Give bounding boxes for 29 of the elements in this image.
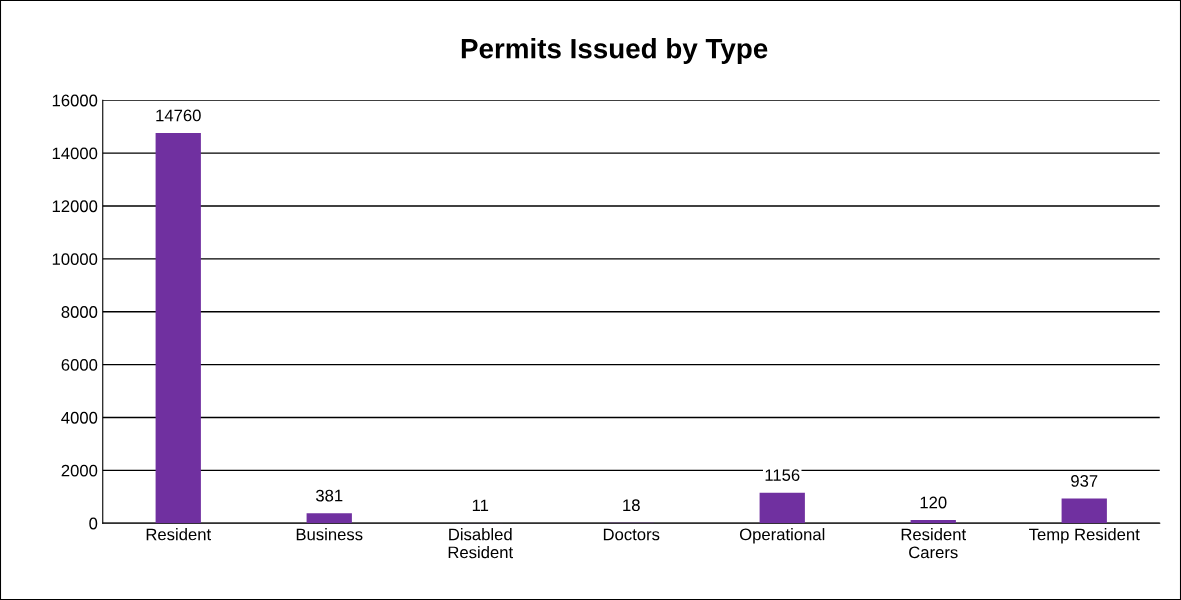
data-label: 14760: [156, 109, 201, 122]
x-tick-label: Disabled Resident: [448, 528, 514, 559]
x-tick-label: Temp Resident: [1029, 528, 1140, 544]
y-tick-label: 10000: [52, 253, 98, 266]
bar: [910, 520, 956, 524]
y-tick-label: 14000: [52, 147, 98, 160]
bar: [155, 132, 201, 524]
y-tick-label: 12000: [52, 200, 98, 213]
y-tick-label: 4000: [61, 411, 98, 424]
data-label: 11: [472, 499, 489, 512]
x-tick-label: Resident: [146, 528, 212, 541]
y-tick-label: 16000: [52, 94, 98, 107]
bar: [1061, 498, 1107, 524]
y-tick-label: 8000: [61, 306, 98, 318]
data-label: 18: [623, 499, 640, 512]
data-label: 937: [1071, 475, 1098, 487]
bar: [306, 513, 352, 524]
y-tick-label: 6000: [61, 358, 98, 371]
x-tick-label: Doctors: [603, 528, 660, 541]
x-tick-label: Business: [296, 528, 363, 541]
data-label: 1156: [765, 469, 800, 482]
x-tick-label: Resident Carers: [901, 528, 967, 559]
x-tick-label: Operational: [739, 528, 825, 544]
data-label: 381: [315, 489, 343, 502]
data-label: 120: [920, 496, 947, 509]
bar: [759, 492, 805, 524]
chart-title: Permits Issued by Type: [461, 38, 768, 64]
y-tick-label: 2000: [61, 464, 98, 477]
y-tick-label: 0: [89, 517, 98, 530]
